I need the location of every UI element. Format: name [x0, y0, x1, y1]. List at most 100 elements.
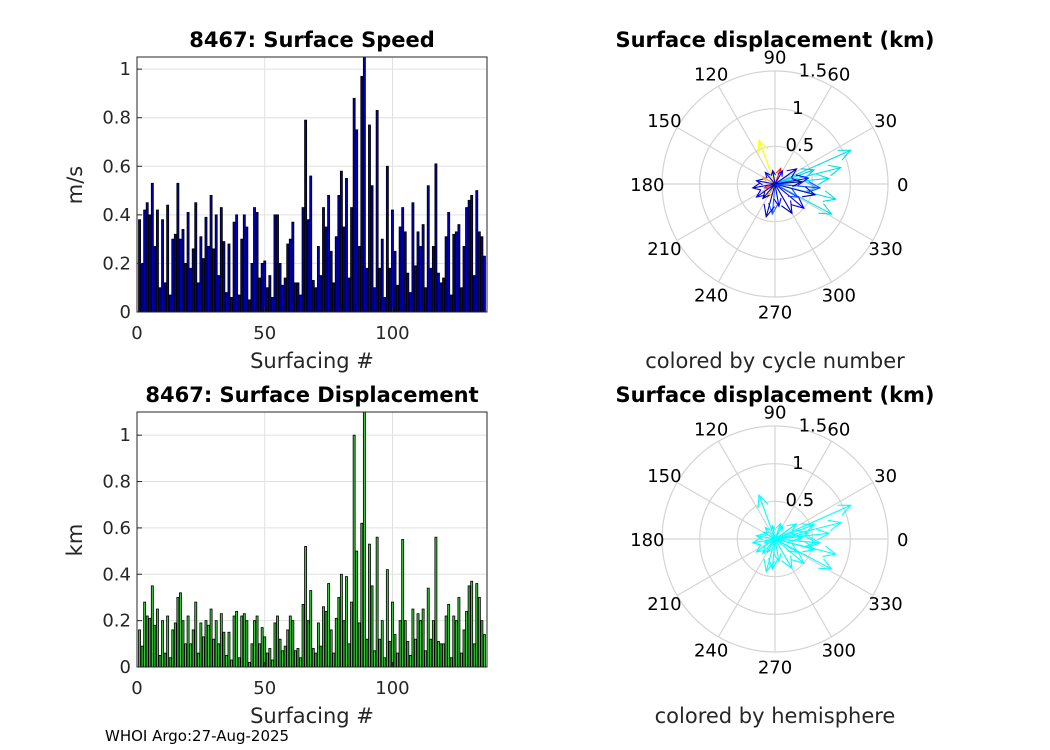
displacement-bar	[322, 606, 325, 668]
displacement-bar	[291, 620, 295, 668]
displacement-bar	[373, 650, 377, 668]
polar-hemisphere-angle-label: 120	[694, 419, 728, 440]
polar-hemisphere-angle-label: 180	[630, 530, 664, 551]
speed-bar	[145, 202, 149, 313]
speed-bar	[342, 226, 346, 313]
speed-bar	[288, 238, 292, 313]
speed-ylabel: m/s	[63, 166, 87, 204]
speed-bar	[467, 199, 471, 313]
displacement-bar	[457, 597, 461, 668]
displacement-xtick-label: 0	[131, 678, 142, 699]
speed-bar	[339, 170, 343, 313]
speed-bar	[375, 110, 379, 313]
polar-cycle-arrow	[774, 169, 784, 185]
speed-bar	[191, 248, 195, 313]
speed-bar	[370, 185, 374, 313]
polar-cycle-arrow	[774, 168, 816, 185]
displacement-bar	[309, 590, 313, 668]
displacement-bar	[339, 573, 343, 668]
displacement-bar	[411, 608, 415, 668]
displacement-ytick-label: 0	[120, 657, 131, 678]
speed-bar	[186, 212, 190, 313]
speed-bar	[273, 214, 277, 313]
speed-bar	[355, 129, 359, 313]
displacement-bar	[480, 620, 484, 668]
displacement-bar	[337, 597, 341, 668]
speed-bar	[424, 287, 428, 313]
speed-bar	[327, 195, 331, 313]
displacement-bar	[196, 652, 200, 668]
polar-hemisphere-spoke	[774, 481, 874, 540]
displacement-bar	[368, 543, 371, 668]
polar-cycle-r-label: 1	[792, 98, 803, 119]
displacement-bar	[360, 522, 364, 668]
polar-cycle-spoke	[717, 85, 776, 185]
speed-bar	[454, 231, 458, 313]
polar-hemisphere-grid	[661, 425, 889, 653]
displacement-bar	[242, 613, 246, 668]
displacement-bar	[260, 627, 264, 668]
polar-cycle-angle-label: 180	[630, 175, 664, 196]
polar-cycle-angle-label: 30	[874, 111, 897, 132]
displacement-bar	[148, 617, 152, 668]
displacement-ylabel: km	[63, 524, 87, 557]
speed-bar	[383, 297, 387, 313]
polar-hemisphere-arrow	[751, 537, 776, 546]
displacement-bar	[219, 613, 223, 668]
speed-bar	[324, 226, 328, 313]
displacement-bar	[145, 615, 149, 668]
speed-bar	[475, 190, 479, 313]
displacement-bar	[189, 643, 193, 668]
polar-hemisphere-arrow	[774, 523, 816, 540]
displacement-bar	[227, 631, 231, 668]
speed-bar	[365, 267, 369, 313]
displacement-bar	[385, 569, 389, 668]
displacement-bar	[327, 583, 331, 668]
displacement-bar	[375, 536, 379, 668]
displacement-bar	[299, 657, 302, 668]
speed-bar	[345, 178, 348, 313]
displacement-bar	[199, 622, 203, 668]
speed-bar	[209, 195, 213, 313]
speed-bar	[227, 243, 231, 313]
displacement-bar	[442, 643, 445, 668]
speed-bar	[429, 267, 433, 313]
speed-bar	[281, 284, 285, 313]
speed-bar	[253, 207, 256, 313]
polar-cycle-angle-label: 90	[764, 47, 787, 68]
displacement-bar	[222, 631, 226, 668]
displacement-bar	[276, 615, 279, 668]
speed-bar	[242, 214, 246, 313]
speed-bar	[156, 209, 159, 313]
speed-bar	[301, 207, 305, 313]
speed-bar	[322, 207, 325, 313]
speed-bar	[235, 214, 239, 313]
speed-bar	[452, 233, 456, 313]
speed-bar	[194, 202, 198, 313]
speed-bar	[299, 294, 302, 313]
displacement-bar	[173, 622, 177, 668]
polar-hemisphere-angle-label: 300	[822, 641, 856, 662]
speed-bar	[421, 224, 425, 313]
polar-cycle-angle-label: 330	[868, 239, 902, 260]
polar-hemisphere-labels: 0 30 60 90 120 150 180 210 240 270 300 330 0.5 1 1.5	[630, 402, 908, 678]
speed-bar	[278, 263, 282, 313]
speed-bar	[309, 175, 313, 313]
displacement-bar	[207, 624, 210, 668]
speed-bar	[334, 236, 338, 313]
displacement-bar	[314, 652, 318, 668]
speed-bar	[258, 277, 262, 313]
displacement-bar	[255, 615, 259, 668]
speed-bar	[357, 246, 361, 313]
displacement-bar	[150, 585, 154, 668]
displacement-bar	[194, 601, 198, 668]
speed-axes-box	[136, 56, 488, 313]
displacement-chart: 8467: Surface Displacement 0 0.2 0.4 0.6 0.8…	[63, 383, 488, 728]
speed-bar	[347, 277, 351, 313]
displacement-bar	[449, 657, 453, 668]
polar-hemisphere-arrow	[774, 536, 822, 548]
speed-bar	[434, 163, 438, 313]
speed-bar	[232, 221, 236, 313]
speed-bar	[150, 182, 154, 313]
